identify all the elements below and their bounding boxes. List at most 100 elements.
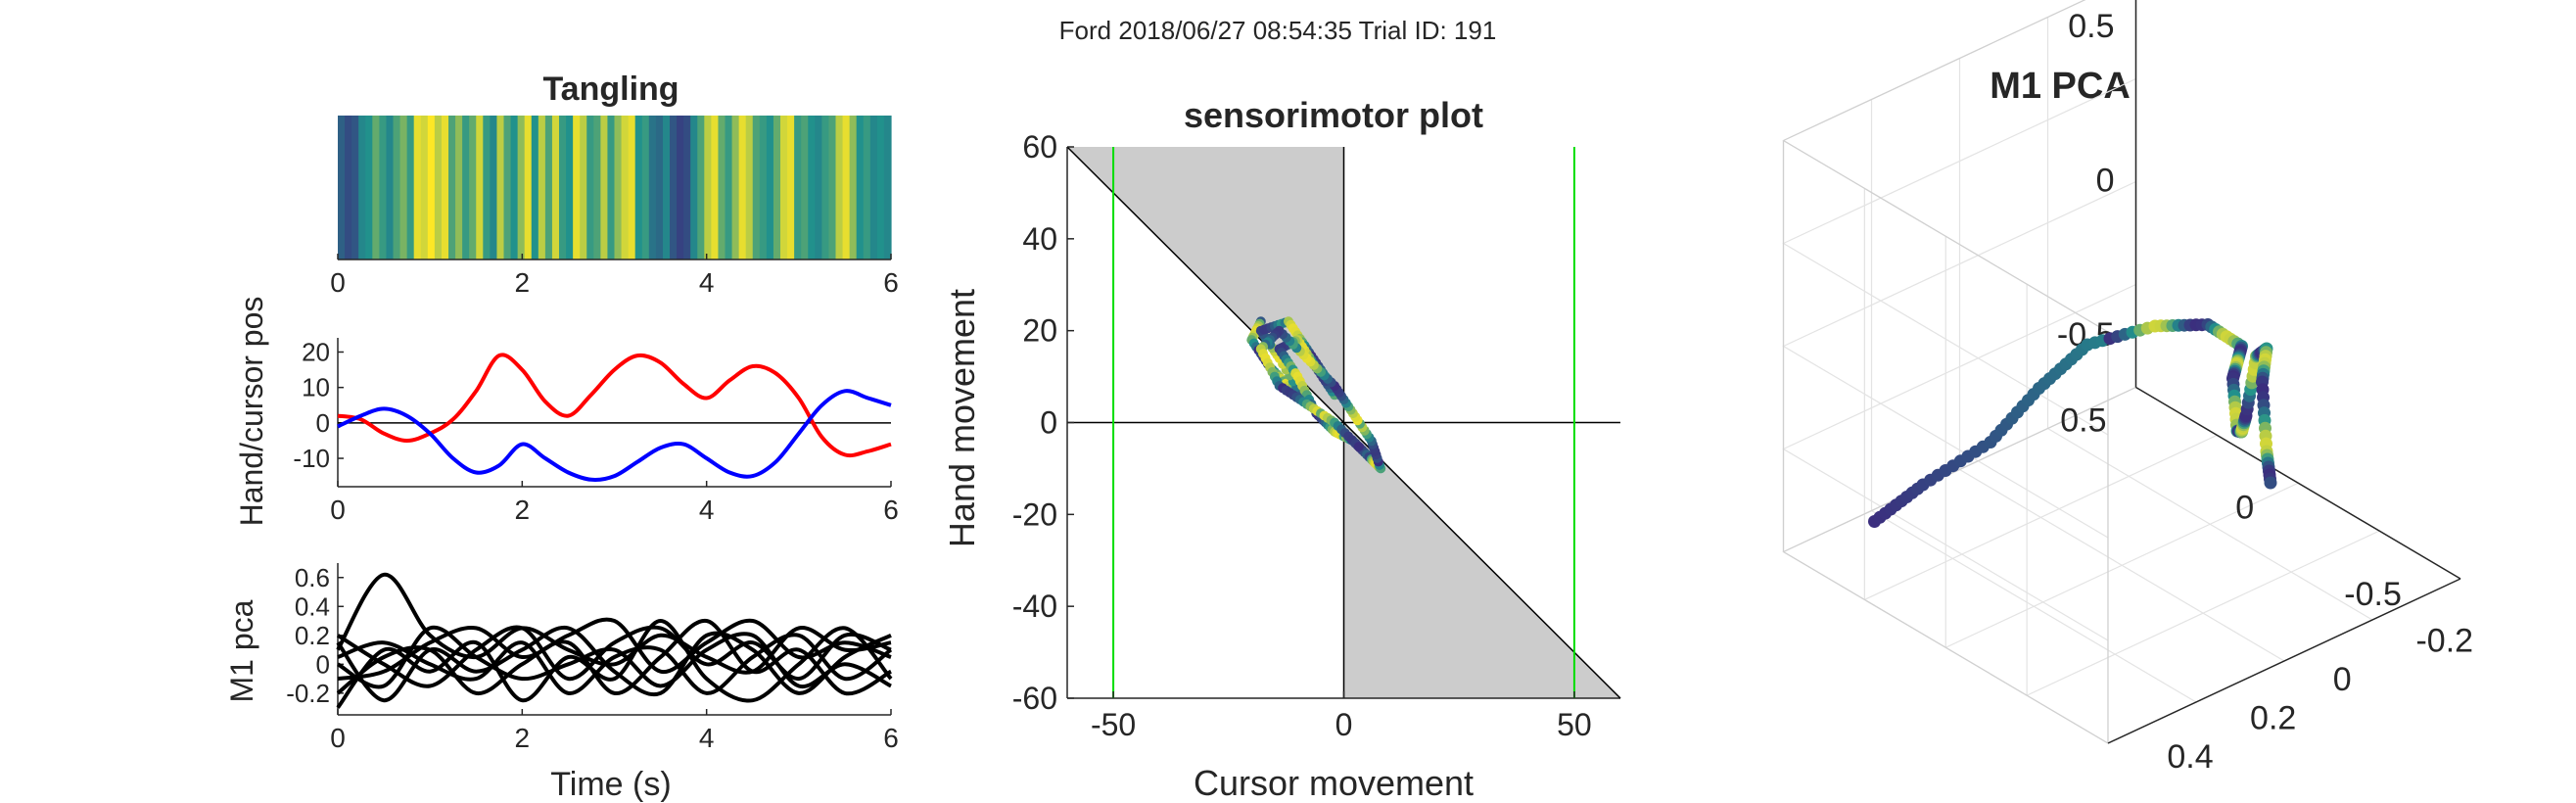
pca3d-y-tick-label: 0 [2235,489,2254,526]
tangling-cell [787,116,795,260]
tangling-cell [773,116,781,260]
tangling-cell [849,116,858,260]
tangling-cell [524,116,533,260]
tangling-cell [476,116,484,260]
sensorimotor-x-tick-label: 50 [1557,707,1592,742]
sensorimotor-y-tick-label: 60 [1022,129,1057,165]
m1-pca-x-tick-label: 6 [883,723,899,753]
pca3d-x-tick-label: -0.2 [2415,623,2473,660]
pca3d-grid-line [1944,482,2299,648]
m1-pca-series-line-4 [336,625,892,689]
tangling-cell [876,116,885,260]
tangling-cell [593,116,601,260]
tangling-cell [621,116,630,260]
pca3d-trajectory-point [2264,476,2277,490]
pca3d-box-edge [1783,386,2136,553]
tangling-cell [441,116,449,260]
m1-pca-y-tick-label: 0.4 [295,591,330,621]
tangling-cell [808,116,816,260]
m1-pca-3d-panel: M1 PCA 0.50-0.50.50-0.5-0.200.20.4 [1782,0,2473,776]
tangling-cell [759,116,768,260]
m1-pca-3d-plot: 0.50-0.50.50-0.5-0.200.20.4 [1782,0,2473,776]
tangling-cell [752,116,761,260]
tangling-cell [434,116,443,260]
sensorimotor-x-tick-label: 0 [1335,707,1353,742]
tangling-cell [634,116,643,260]
tangling-panel: Tangling 0 2 4 6 [330,71,899,298]
pca3d-box-edge [1783,550,2109,744]
m1-pca-series-line-0 [336,572,892,675]
m1-pca-traces-plot: 0 2 4 60.60.40.20-0.2 [286,563,899,753]
tangling-cell [614,116,623,260]
tangling-cell [863,116,871,260]
tangling-cell [531,116,539,260]
tangling-cell [662,116,671,260]
tangling-cell [566,116,574,260]
hand-cursor-series-line-1 [337,389,892,482]
pca3d-box-edge [1783,0,2086,142]
tangling-x-tick-label: 6 [883,267,899,298]
tangling-cell [780,116,788,260]
tangling-cell [821,116,830,260]
tangling-cell [731,116,740,260]
m1-pca-series-line-1 [337,617,892,682]
tangling-cell [351,116,359,260]
m1-pca-x-tick-label: 4 [699,723,715,753]
pca3d-x-tick-label: 0.4 [2167,738,2213,776]
tangling-cell [725,116,733,260]
figure-title: Ford 2018/06/27 08:54:35 Trial ID: 191 [1059,16,1497,45]
sensorimotor-xlabel: Cursor movement [1194,763,1474,803]
pca3d-z-tick-label: 0.5 [2068,8,2114,45]
hand-cursor-series-line-0 [337,353,892,458]
tangling-cell [420,116,429,260]
tangling-cell [379,116,388,260]
tangling-cell [510,116,519,260]
tangling-cell [745,116,754,260]
sensorimotor-panel: sensorimotor plot Cursor movement Hand m… [942,95,1621,803]
pca3d-y-tick-label: 0.5 [2060,402,2106,440]
sensorimotor-x-tick-label: -50 [1091,707,1136,742]
time-xlabel: Time (s) [550,766,671,803]
hand-cursor-y-tick-label: 0 [316,408,330,438]
m1-pca-ylabel: M1 pca [224,599,259,702]
tangling-cell [648,116,657,260]
tangling-cell [697,116,705,260]
sensorimotor-ylabel: Hand movement [942,289,982,547]
tangling-cell [641,116,650,260]
tangling-cell [462,116,470,260]
pca3d-y-tick-label: -0.5 [2344,576,2402,613]
tangling-x-axis: 0 2 4 6 [330,254,899,298]
tangling-cell [345,116,352,260]
pca3d-box-edge [1783,139,2109,333]
m1-pca-series-line-7 [336,625,892,703]
sensorimotor-y-tick-label: -40 [1012,589,1057,624]
tangling-cell [399,116,408,260]
tangling-cell [600,116,609,260]
tangling-cell [869,116,878,260]
tangling-cell [794,116,802,260]
m1-pca-y-tick-label: 0.2 [295,621,330,650]
tangling-cell [448,116,456,260]
hand-cursor-x-tick-label: 0 [330,495,346,525]
sensorimotor-y-tick-label: 40 [1022,221,1057,257]
tangling-cell [393,116,401,260]
m1-pca-y-tick-label: -0.2 [286,679,330,708]
m1-pca-series-line-2 [336,625,892,688]
sensorimotor-y-tick-label: -60 [1012,681,1057,716]
sensorimotor-title: sensorimotor plot [1184,95,1483,135]
tangling-cell [580,116,587,260]
tangling-cell [842,116,851,260]
pca3d-x-axis [2107,578,2461,744]
tangling-cell [483,116,491,260]
tangling-cell [372,116,380,260]
sensorimotor-y-tick-label: 0 [1040,405,1057,441]
hand-cursor-y-tick-label: -10 [293,444,330,473]
tangling-cell [538,116,546,260]
tangling-cell [766,116,774,260]
hand-cursor-y-tick-label: 10 [302,373,330,402]
tangling-cell [517,116,526,260]
tangling-x-tick-label: 2 [515,267,531,298]
tangling-cell [544,116,553,260]
